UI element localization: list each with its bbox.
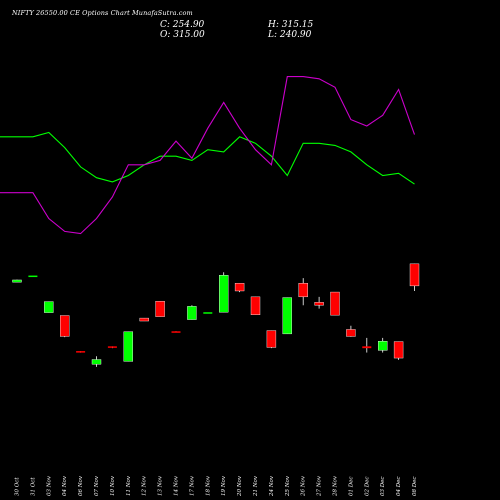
high-readout: H: 315.15 (268, 20, 314, 30)
x-tick-label: 28 Nov (333, 475, 339, 497)
x-tick-label: 01 Dec (348, 477, 354, 497)
candle-body (393, 341, 404, 359)
x-tick-label: 11 Nov (126, 475, 132, 496)
candle-body (123, 331, 134, 362)
x-tick-label: 03 Dec (380, 477, 386, 497)
x-tick-label: 31 Oct (30, 477, 36, 496)
low-readout: L: 240.90 (268, 30, 312, 40)
candle-body (60, 315, 70, 337)
candle-body (155, 301, 165, 317)
candle-body (298, 283, 308, 298)
candle-body (187, 306, 197, 320)
x-tick-label: 08 Dec (412, 477, 418, 497)
candle-body (250, 296, 261, 316)
candle-body (266, 330, 277, 348)
candle-body (330, 291, 340, 316)
x-tick-label: 03 Nov (46, 475, 52, 496)
candle-body (234, 283, 245, 292)
candle-body (362, 346, 372, 349)
x-tick-label: 19 Nov (221, 475, 227, 496)
candle-body (91, 359, 102, 365)
candle-body (346, 329, 356, 337)
x-tick-label: 27 Nov (317, 475, 323, 497)
candle-body (378, 341, 388, 351)
x-tick-label: 21 Nov (253, 475, 259, 497)
x-tick-label: 07 Nov (94, 475, 100, 496)
magenta-indicator-line (0, 76, 416, 235)
candle-body (28, 275, 38, 278)
x-tick-label: 02 Dec (364, 477, 370, 497)
candle-body (409, 263, 420, 287)
candle-body (171, 331, 181, 333)
x-tick-label: 17 Nov (189, 475, 195, 496)
green-indicator-line (0, 131, 415, 185)
candle-body (203, 312, 213, 314)
x-tick-label: 30 Oct (15, 477, 21, 496)
x-tick-label: 14 Nov (174, 475, 180, 496)
x-tick-label: 25 Nov (285, 475, 291, 497)
candle-body (44, 301, 54, 313)
candle-body (218, 275, 229, 313)
candle-body (139, 317, 149, 322)
x-tick-label: 10 Nov (110, 475, 116, 496)
x-tick-label: 13 Nov (158, 475, 164, 496)
x-tick-label: 12 Nov (142, 475, 148, 496)
x-tick-label: 20 Nov (237, 475, 243, 497)
candle-body (314, 302, 324, 306)
x-tick-label: 04 Dec (396, 477, 402, 497)
candle-body (282, 297, 292, 335)
chart-title: NIFTY 26550.00 CE Options Chart MunafaSu… (12, 9, 193, 17)
x-tick-label: 06 Nov (78, 475, 84, 496)
open-readout: O: 315.00 (160, 30, 205, 40)
candle-body (12, 279, 22, 283)
x-tick-label: 04 Nov (62, 475, 68, 496)
close-readout: C: 254.90 (160, 20, 205, 30)
x-tick-label: 24 Nov (269, 475, 275, 497)
x-tick-label: 18 Nov (205, 475, 211, 496)
candle-body (107, 346, 117, 348)
x-tick-label: 26 Nov (301, 475, 307, 497)
candle-body (76, 351, 86, 353)
